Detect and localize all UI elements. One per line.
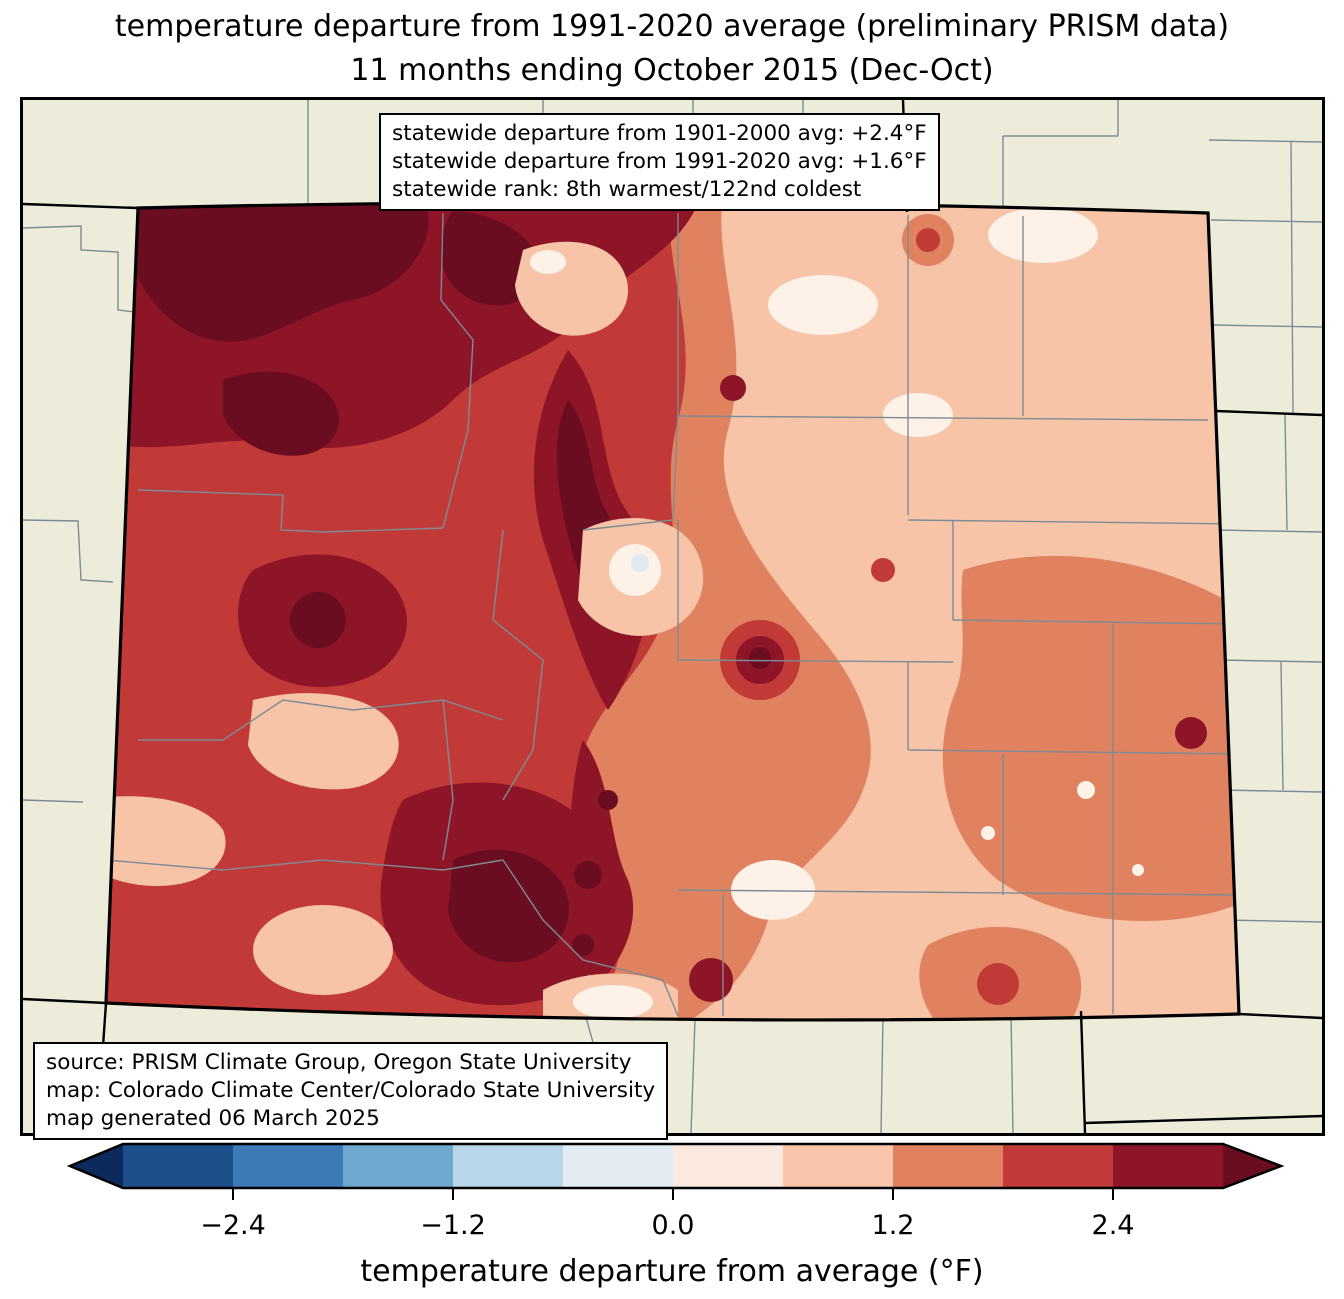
contour-blob: [440, 210, 539, 306]
contour-blob: [916, 228, 940, 252]
colorbar-segment: [1113, 1144, 1223, 1188]
contour-blob: [977, 963, 1019, 1005]
county-line: [907, 519, 1239, 525]
stats-line-2: statewide departure from 1991-2020 avg: …: [392, 149, 927, 174]
source-line-1: source: PRISM Climate Group, Oregon Stat…: [46, 1050, 632, 1075]
colorbar-axis-label: temperature departure from average (°F): [360, 1254, 983, 1289]
county-line: [722, 624, 1114, 1016]
contour-blob: [988, 207, 1098, 263]
colorbar-tick-marks: [232, 1188, 1114, 1200]
state-border-line: [1079, 1010, 1087, 1133]
contour-blob: [731, 860, 815, 920]
county-line: [672, 213, 679, 521]
stats-line-3: statewide rank: 8th warmest/122nd coldes…: [392, 177, 862, 202]
contour-blob: [290, 592, 346, 648]
source-line-2: map: Colorado Climate Center/Colorado St…: [46, 1078, 656, 1103]
colorbar-segment: [453, 1144, 563, 1188]
colorbar-segment: [783, 1144, 893, 1188]
state-border-line: [1238, 1012, 1322, 1020]
contour-blob: [248, 693, 399, 790]
source-line-3: map generated 06 March 2025: [46, 1106, 380, 1131]
county-line: [442, 699, 454, 861]
tick-label: −1.2: [420, 1210, 486, 1241]
county-line: [137, 489, 444, 533]
colorbar-segment: [123, 1144, 233, 1188]
page-title-line1: temperature departure from 1991-2020 ave…: [114, 9, 1230, 44]
tick-label: −2.4: [200, 1210, 266, 1241]
contour-blob: [566, 740, 634, 985]
contour-blob: [720, 375, 746, 401]
county-line: [440, 212, 474, 529]
contour-blob: [223, 371, 339, 456]
colorbar-segment: [673, 1144, 783, 1188]
county-line: [952, 520, 1239, 625]
county-line: [106, 859, 504, 871]
contour-blob: [573, 985, 653, 1019]
colorado-contour-fills: [106, 202, 1239, 1020]
colorbar-tick-labels: −2.4 −1.2 0.0 1.2 2.4: [200, 1210, 1134, 1241]
map-plot-area: statewide departure from 1901-2000 avg: …: [20, 97, 1325, 1140]
colorbar-segment: [563, 1144, 673, 1188]
county-line: [138, 699, 504, 741]
state-border-line: [1084, 1114, 1322, 1125]
contour-blob: [106, 796, 226, 886]
colorbar-segment: [893, 1144, 1003, 1188]
county-line: [677, 889, 1239, 896]
contour-blob: [749, 647, 771, 669]
statewide-stats-box: statewide departure from 1901-2000 avg: …: [379, 113, 940, 211]
county-line: [1216, 414, 1322, 923]
county-line: [1002, 100, 1119, 213]
contour-blob: [1175, 717, 1207, 749]
county-line: [492, 529, 544, 801]
colorbar-segment: [343, 1144, 453, 1188]
contour-blob: [871, 558, 895, 582]
county-line: [23, 519, 114, 583]
contour-blob: [1132, 864, 1144, 876]
colorbar-segment: [233, 1144, 343, 1188]
contour-blob: [574, 861, 602, 889]
contour-blob: [123, 202, 429, 342]
colorbar-segment: [1003, 1144, 1113, 1188]
tick-label: 2.4: [1092, 1210, 1135, 1241]
source-credit-box: source: PRISM Climate Group, Oregon Stat…: [33, 1042, 669, 1140]
colorbar-over-arrow: [1223, 1144, 1281, 1188]
county-line: [1208, 139, 1322, 414]
county-line: [582, 519, 679, 660]
county-line: [502, 859, 679, 1017]
state-border-line: [23, 202, 139, 210]
colorbar-under-arrow: [70, 1144, 123, 1188]
contour-blob: [631, 554, 649, 572]
county-line: [690, 1012, 1014, 1133]
contour-blob: [883, 393, 953, 437]
contour-blob: [448, 849, 569, 963]
contour-blob: [689, 958, 733, 1002]
state-border-line: [1215, 409, 1322, 417]
contour-blob: [530, 250, 566, 274]
contour-blob: [981, 826, 995, 840]
colorbar: −2.4 −1.2 0.0 1.2 2.4 temperature depart…: [66, 1142, 1285, 1289]
county-line: [23, 225, 136, 313]
stats-line-1: statewide departure from 1901-2000 avg: …: [392, 121, 927, 146]
contour-blob: [942, 555, 1239, 922]
county-line: [677, 659, 954, 663]
tick-label: 0.0: [652, 1210, 695, 1241]
county-line: [677, 415, 1209, 421]
contour-blob: [253, 905, 393, 995]
contour-blob: [768, 275, 878, 335]
county-line: [907, 662, 1239, 755]
tick-label: 1.2: [872, 1210, 915, 1241]
county-line: [23, 799, 84, 803]
colorado-county-lines: [106, 212, 1239, 1017]
colorbar-outline: [66, 1142, 1285, 1190]
contour-blob: [572, 934, 594, 956]
contour-blob: [598, 790, 618, 810]
contour-blob: [1077, 781, 1095, 799]
map-canvas: [23, 100, 1322, 1133]
page-title-line2: 11 months ending October 2015 (Dec-Oct): [350, 53, 994, 88]
